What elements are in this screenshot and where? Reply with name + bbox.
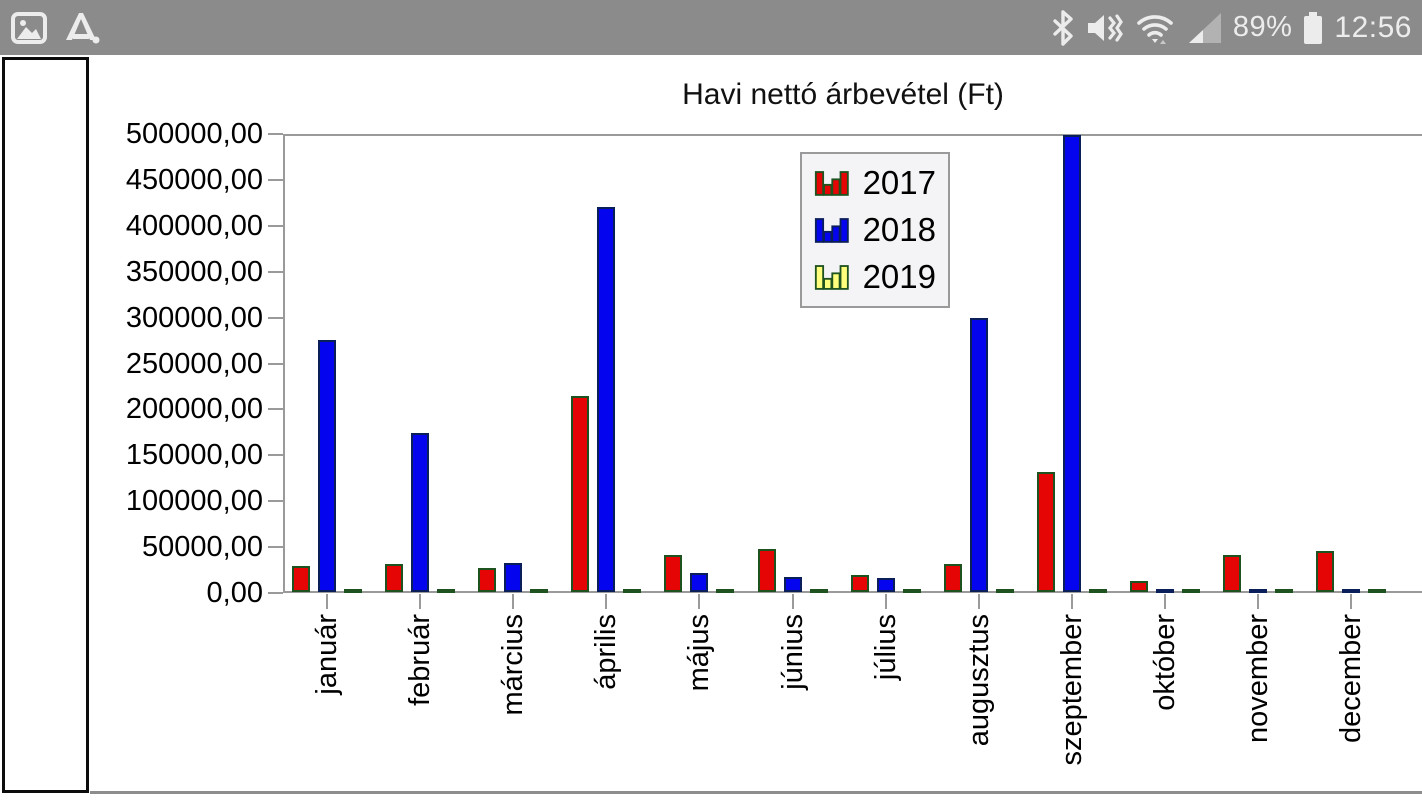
chart-title: Havi nettó árbevétel (Ft) bbox=[682, 78, 1004, 111]
chart-legend[interactable]: 2017 2018 2019 bbox=[800, 152, 950, 308]
status-bar[interactable]: 89% 12:56 bbox=[0, 0, 1422, 55]
image-notification-icon bbox=[11, 11, 47, 44]
legend-label: 2018 bbox=[862, 211, 936, 248]
legend-item-2017: 2017 bbox=[814, 164, 936, 202]
bluetooth-icon bbox=[1053, 9, 1073, 46]
legend-swatch-2019-icon bbox=[814, 265, 849, 290]
battery-icon bbox=[1304, 11, 1323, 44]
side-panel[interactable] bbox=[2, 57, 89, 793]
legend-label: 2017 bbox=[862, 164, 936, 201]
battery-percent-label: 89% bbox=[1232, 11, 1293, 43]
legend-item-2018: 2018 bbox=[814, 211, 936, 249]
legend-item-2019: 2019 bbox=[814, 258, 936, 296]
legend-swatch-2018-icon bbox=[814, 218, 849, 243]
mute-vibrate-icon bbox=[1087, 13, 1123, 42]
wifi-icon bbox=[1137, 14, 1173, 44]
clock-label: 12:56 bbox=[1334, 10, 1412, 44]
legend-label: 2019 bbox=[862, 258, 936, 295]
chart-bottom-border bbox=[90, 791, 1422, 794]
status-bar-system-icons: 89% 12:56 bbox=[1051, 9, 1412, 46]
status-bar-notification-icons bbox=[10, 10, 104, 46]
chart-canvas[interactable] bbox=[90, 55, 1422, 791]
cell-signal-icon bbox=[1188, 12, 1221, 43]
office-app-notification-icon bbox=[66, 12, 100, 43]
legend-swatch-2017-icon bbox=[814, 171, 849, 196]
